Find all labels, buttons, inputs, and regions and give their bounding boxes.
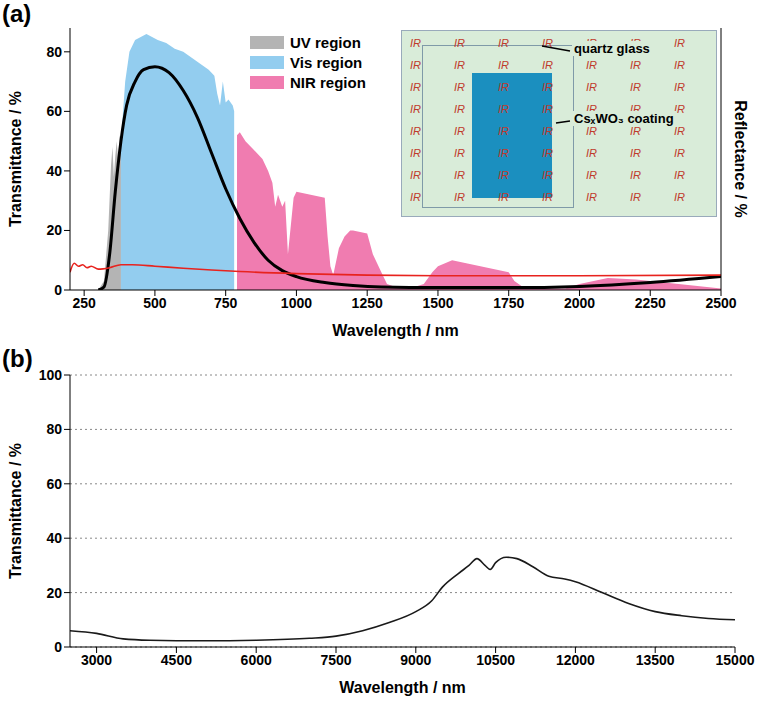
html-text:IR: IR <box>454 191 465 203</box>
html-text:IR: IR <box>586 147 597 159</box>
svg-text:10500: 10500 <box>476 652 515 668</box>
html-text:IR: IR <box>630 81 641 93</box>
html-text:NIR region: NIR region <box>290 73 366 91</box>
svg-text:80: 80 <box>46 44 62 60</box>
html-text:IR: IR <box>542 191 553 203</box>
html-text:IR: IR <box>586 125 597 137</box>
html-text:IR: IR <box>410 81 421 93</box>
html-text:CsₓWO₃ coating: CsₓWO₃ coating <box>574 111 674 126</box>
html-text:IR: IR <box>542 125 553 137</box>
html-text:IR: IR <box>542 103 553 115</box>
html-text:IR: IR <box>498 37 509 49</box>
html-text:IR: IR <box>410 169 421 181</box>
html-text:IR: IR <box>454 125 465 137</box>
html-text:IR: IR <box>410 59 421 71</box>
html-text:IR: IR <box>498 59 509 71</box>
svg-text:40: 40 <box>46 163 62 179</box>
html-text:IR: IR <box>674 37 685 49</box>
html-text:IR: IR <box>630 37 641 49</box>
html-text:IR: IR <box>586 103 597 115</box>
html-text:IR: IR <box>542 169 553 181</box>
svg-text:0: 0 <box>54 639 62 655</box>
svg-text:12000: 12000 <box>556 652 595 668</box>
svg-text:2250: 2250 <box>635 295 666 311</box>
html-text:Reflectance / %: Reflectance / % <box>732 100 749 218</box>
html-text:IR: IR <box>586 37 597 49</box>
html-text:IR: IR <box>498 81 509 93</box>
svg-text:250: 250 <box>72 295 96 311</box>
html-text:IR: IR <box>498 191 509 203</box>
svg-text:4500: 4500 <box>161 652 192 668</box>
html-text:IR: IR <box>410 191 421 203</box>
svg-text:15000: 15000 <box>716 652 755 668</box>
html-text:IR: IR <box>630 59 641 71</box>
svg-text:9000: 9000 <box>400 652 431 668</box>
svg-text:2000: 2000 <box>564 295 595 311</box>
html-text:IR: IR <box>674 147 685 159</box>
html-text:IR: IR <box>674 81 685 93</box>
html-text:IR: IR <box>454 81 465 93</box>
html-text:IR: IR <box>674 59 685 71</box>
html-text:IR: IR <box>454 147 465 159</box>
html-text:(b): (b) <box>2 345 33 372</box>
svg-text:40: 40 <box>46 530 62 546</box>
svg-text:1250: 1250 <box>352 295 383 311</box>
svg-text:500: 500 <box>143 295 167 311</box>
svg-text:20: 20 <box>46 222 62 238</box>
html-text:IR: IR <box>586 169 597 181</box>
html-text:IR: IR <box>586 81 597 93</box>
html-text:IR: IR <box>586 191 597 203</box>
html-text:IR: IR <box>410 103 421 115</box>
html-text:IR: IR <box>630 147 641 159</box>
html-text:IR: IR <box>410 125 421 137</box>
svg-text:1750: 1750 <box>493 295 524 311</box>
html-text:IR: IR <box>542 59 553 71</box>
html-text:quartz glass: quartz glass <box>574 41 650 56</box>
html-text:IR: IR <box>454 103 465 115</box>
svg-text:60: 60 <box>46 103 62 119</box>
svg-text:2500: 2500 <box>705 295 736 311</box>
svg-text:3000: 3000 <box>81 652 112 668</box>
html-text:Vis region: Vis region <box>290 53 363 71</box>
svg-text:Wavelength / nm: Wavelength / nm <box>339 679 466 696</box>
html-text:(a): (a) <box>2 0 32 27</box>
svg-text:100: 100 <box>39 367 63 383</box>
html-text:IR: IR <box>498 103 509 115</box>
html-text:IR: IR <box>674 169 685 181</box>
svg-text:80: 80 <box>46 421 62 437</box>
html-text:Transmittance / %: Transmittance / % <box>7 443 24 579</box>
svg-text:1500: 1500 <box>422 295 453 311</box>
html-text:IR: IR <box>674 103 685 115</box>
html-text:IR: IR <box>454 59 465 71</box>
html-text:IR: IR <box>630 169 641 181</box>
html-text:IR: IR <box>498 169 509 181</box>
html-text:IR: IR <box>410 147 421 159</box>
html-text:IR: IR <box>454 169 465 181</box>
html-text:UV region: UV region <box>290 33 361 51</box>
html-text:IR: IR <box>498 125 509 137</box>
html-text:IR: IR <box>586 59 597 71</box>
svg-text:1000: 1000 <box>281 295 312 311</box>
svg-text:60: 60 <box>46 476 62 492</box>
html-text:IR: IR <box>542 37 553 49</box>
svg-text:Wavelength / nm: Wavelength / nm <box>332 322 459 339</box>
html-text:IR: IR <box>410 37 421 49</box>
svg-text:13500: 13500 <box>636 652 675 668</box>
html-text:IR: IR <box>498 147 509 159</box>
svg-text:750: 750 <box>214 295 238 311</box>
svg-text:0: 0 <box>54 282 62 298</box>
html-text:IR: IR <box>674 191 685 203</box>
svg-text:6000: 6000 <box>241 652 272 668</box>
html-text:IR: IR <box>674 125 685 137</box>
html-text:IR: IR <box>542 81 553 93</box>
html-text:IR: IR <box>542 147 553 159</box>
svg-text:20: 20 <box>46 585 62 601</box>
html-text:IR: IR <box>630 191 641 203</box>
svg-text:7500: 7500 <box>320 652 351 668</box>
html-text:Transmittance / %: Transmittance / % <box>7 91 24 227</box>
html-text:IR: IR <box>630 125 641 137</box>
html-text:IR: IR <box>630 103 641 115</box>
html-text:IR: IR <box>454 37 465 49</box>
